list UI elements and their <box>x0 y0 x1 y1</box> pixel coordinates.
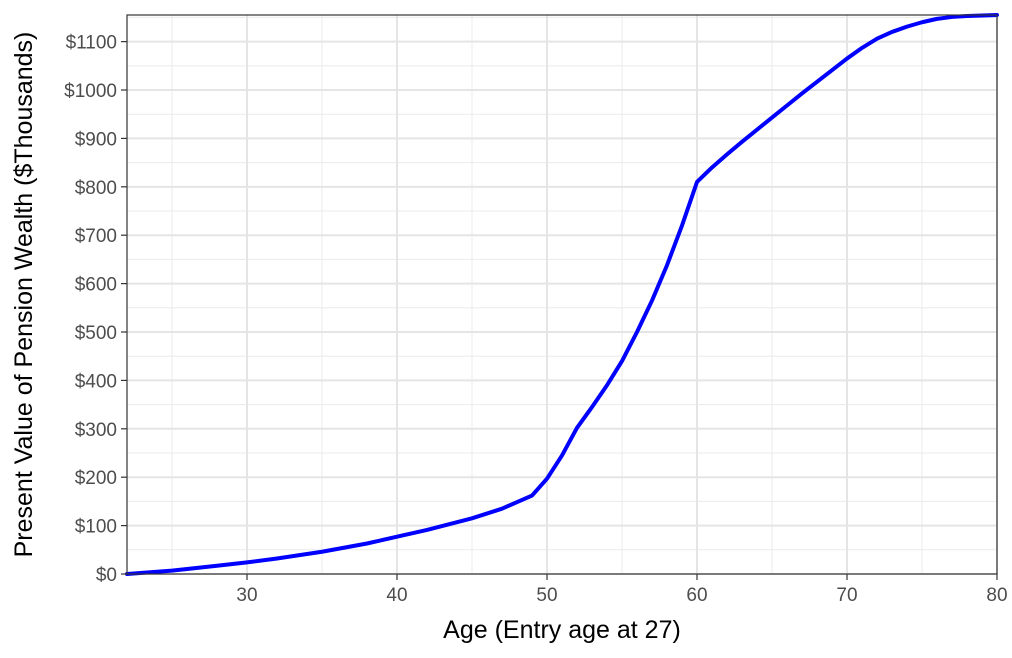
x-tick-label: 40 <box>386 585 407 606</box>
y-axis: $0 $100 $200 $300 $400 $500 $600 $700 $800 $900 $1… <box>64 33 127 586</box>
plot-background <box>127 15 997 574</box>
x-tick-label: 70 <box>836 585 857 606</box>
y-tick-label: $700 <box>75 226 117 247</box>
x-axis-title: Age (Entry age at 27) <box>443 616 681 644</box>
x-tick-label: 30 <box>236 585 257 606</box>
plot-border <box>126 14 998 575</box>
y-tick-label: $400 <box>75 371 117 392</box>
y-tick-label: $600 <box>75 275 117 296</box>
x-tick-label: 80 <box>986 585 1007 606</box>
y-tick-label: $1000 <box>64 81 117 102</box>
y-tick-label: $300 <box>75 420 117 441</box>
y-tick-label: $1100 <box>66 33 117 54</box>
minor-gridlines <box>127 15 997 574</box>
y-tick-label: $200 <box>75 468 117 489</box>
series-layer <box>125 13 999 576</box>
x-axis: 30 40 50 60 70 80 <box>236 574 1008 606</box>
pension-wealth-line <box>125 13 999 576</box>
y-axis-title: Present Value of Pension Wealth ($Thousa… <box>10 32 38 558</box>
x-tick-label: 50 <box>536 585 557 606</box>
y-tick-label: $500 <box>75 323 117 344</box>
y-tick-label: $800 <box>75 178 117 199</box>
x-tick-label: 60 <box>686 585 707 606</box>
y-tick-label: $0 <box>96 565 117 586</box>
y-tick-label: $100 <box>75 517 117 538</box>
y-tick-label: $900 <box>75 129 117 150</box>
